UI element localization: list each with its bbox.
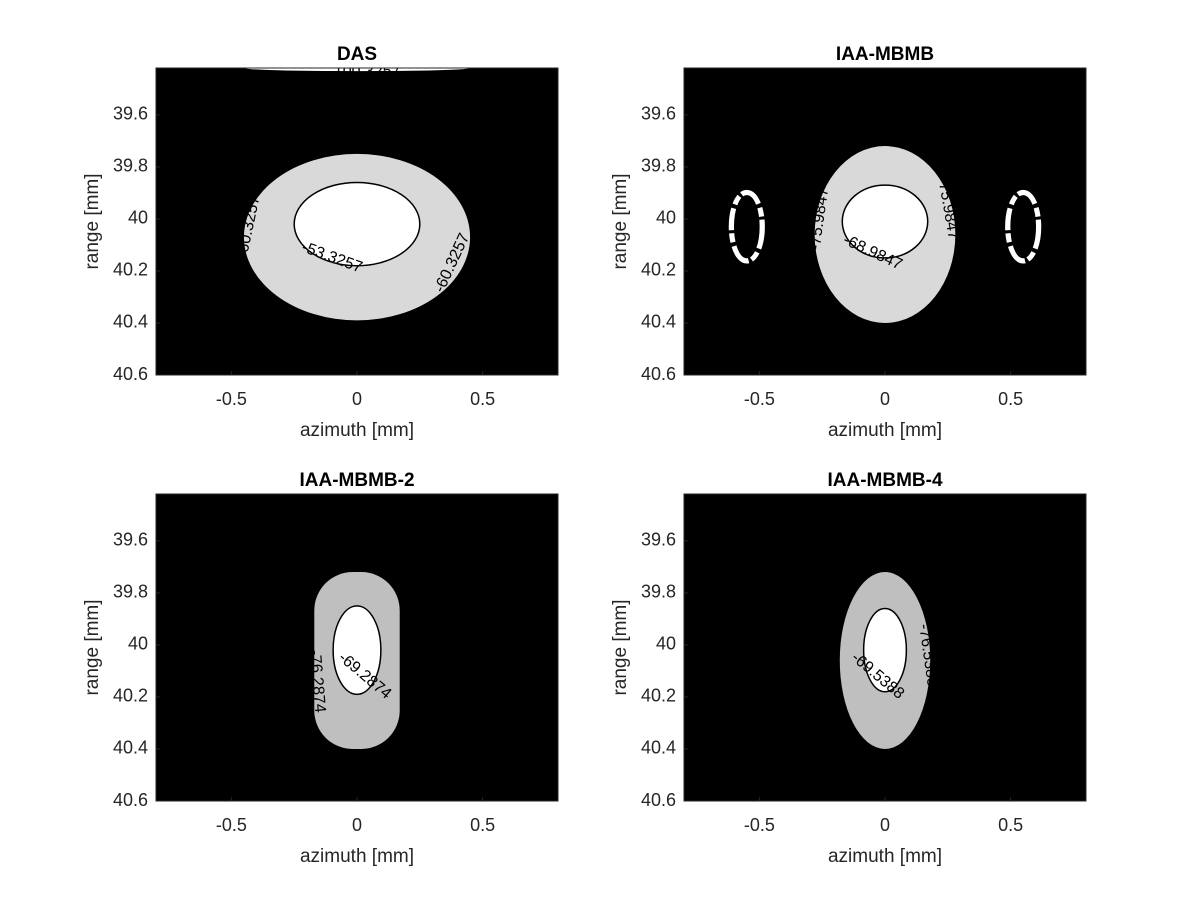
y-tick-label: 40.6 — [641, 790, 676, 810]
y-tick-label: 39.8 — [641, 156, 676, 176]
x-tick-label: -0.5 — [744, 815, 775, 835]
x-tick-label: 0 — [880, 389, 890, 409]
y-tick-label: 39.6 — [641, 530, 676, 550]
y-tick-label: 40.4 — [113, 738, 148, 758]
x-tick-label: 0.5 — [998, 389, 1023, 409]
y-tick-label: 40.2 — [113, 260, 148, 280]
subplot-3: -69.2874-76.2874 -0.5 0 0.5 39.6 39.8 40 40.2 40… — [82, 470, 559, 867]
x-axis-label: azimuth [mm] — [828, 846, 942, 867]
x-tick-label: 0.5 — [470, 815, 495, 835]
x-tick-label: 0.5 — [998, 815, 1023, 835]
y-tick-label: 39.8 — [641, 582, 676, 602]
contour-label-4: -100.3257 — [329, 63, 401, 80]
y-tick-label: 40.6 — [113, 364, 148, 384]
y-axis-label: range [mm] — [610, 173, 631, 269]
x-tick-label: -0.5 — [216, 389, 247, 409]
contour-region-3 — [243, 68, 471, 72]
y-tick-label: 40.4 — [113, 312, 148, 332]
contour-ring-3 — [728, 189, 765, 264]
y-axis-label: range [mm] — [82, 599, 103, 695]
x-tick-label: 0 — [352, 815, 362, 835]
x-tick-label: 0 — [880, 815, 890, 835]
y-tick-label: 40.2 — [113, 686, 148, 706]
x-axis-label: azimuth [mm] — [300, 846, 414, 867]
y-tick-label: 40.6 — [641, 364, 676, 384]
y-tick-label: 39.6 — [113, 530, 148, 550]
y-tick-label: 40.2 — [641, 260, 676, 280]
y-tick-label: 40.4 — [641, 738, 676, 758]
y-tick-label: 40.4 — [641, 312, 676, 332]
y-tick-label: 40.2 — [641, 686, 676, 706]
contour-region-2 — [841, 184, 929, 259]
contour-region-2 — [862, 607, 908, 693]
plot-area: -69.5388 -76.5388 — [839, 572, 941, 749]
subplot-title: DAS — [337, 44, 377, 65]
y-tick-label: 40 — [128, 208, 148, 228]
x-tick-label: 0.5 — [470, 389, 495, 409]
x-tick-label: -0.5 — [216, 815, 247, 835]
plot-area: -69.2874-76.2874 — [306, 572, 400, 749]
y-tick-label: 40 — [128, 634, 148, 654]
y-axis-label: range [mm] — [82, 173, 103, 269]
subplot-title: IAA-MBMB-2 — [299, 470, 414, 491]
y-tick-label: 39.8 — [113, 582, 148, 602]
x-axis-label: azimuth [mm] — [828, 420, 942, 441]
subplot-1: -60.3257 -53.3257 -60.3257-100.3257 -0.5 0 0.… — [82, 44, 559, 441]
x-axis-label: azimuth [mm] — [300, 420, 414, 441]
plot-area: -75.9847-68.9847-75.9847 — [728, 146, 1042, 323]
y-tick-label: 39.8 — [113, 156, 148, 176]
contour-region-2 — [293, 181, 421, 267]
y-tick-label: 40 — [656, 634, 676, 654]
contour-ring-4 — [1005, 189, 1042, 264]
x-tick-label: -0.5 — [744, 389, 775, 409]
subplot-title: IAA-MBMB — [836, 44, 934, 65]
contour-ring-line-4 — [1010, 195, 1037, 259]
y-tick-label: 39.6 — [641, 104, 676, 124]
subplot-2: -75.9847-68.9847-75.9847 -0.5 0 0.5 39.6 39.8… — [610, 44, 1087, 441]
plot-area: -60.3257 -53.3257 -60.3257-100.3257 — [234, 63, 473, 321]
subplot-title: IAA-MBMB-4 — [827, 470, 942, 491]
y-tick-label: 39.6 — [113, 104, 148, 124]
subplot-4: -69.5388 -76.5388 -0.5 0 0.5 39.6 39.8 40 40.2 40… — [610, 470, 1087, 867]
contour-region-2 — [332, 605, 382, 696]
contour-ring-line-3 — [733, 195, 760, 259]
y-tick-label: 40.6 — [113, 790, 148, 810]
y-tick-label: 40 — [656, 208, 676, 228]
x-tick-label: 0 — [352, 389, 362, 409]
y-axis-label: range [mm] — [610, 599, 631, 695]
contour-label-2: -76.2874 — [306, 649, 328, 714]
